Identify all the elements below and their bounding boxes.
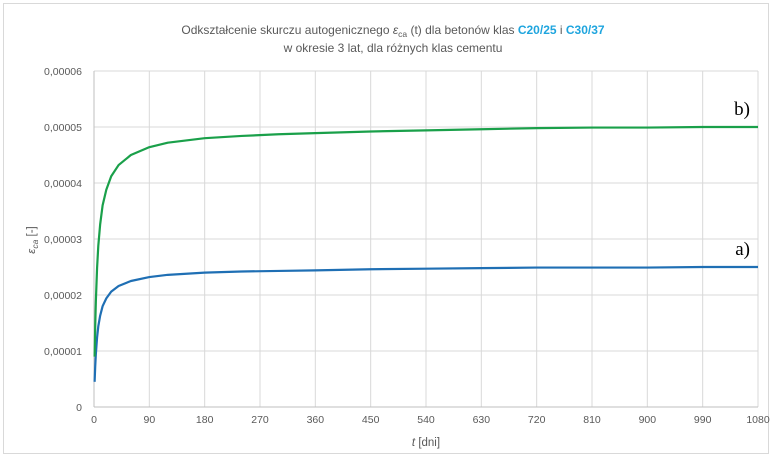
y-tick-label: 0,00001 — [44, 346, 82, 358]
chart-frame — [3, 3, 769, 454]
curve-label-b: b) — [734, 99, 750, 120]
series-line-b — [93, 125, 758, 357]
curve-labels: a) b) — [734, 99, 750, 260]
x-tick-label: 540 — [417, 414, 435, 426]
x-tick-label: 900 — [639, 414, 657, 426]
y-tick-label: 0,00005 — [44, 122, 82, 134]
y-axis-title: εca [-] — [26, 226, 40, 253]
series-lines — [93, 125, 758, 382]
x-tick-label: 360 — [307, 414, 325, 426]
y-tick-label: 0,00006 — [44, 66, 82, 78]
x-tick-label: 0 — [91, 414, 97, 426]
y-tick-label: 0 — [76, 402, 82, 414]
chart-title-line-1: Odkształcenie skurczu autogenicznego εca… — [181, 23, 605, 39]
x-tick-label: 450 — [362, 414, 380, 426]
x-tick-label: 90 — [143, 414, 155, 426]
y-tick-label: 0,00004 — [44, 178, 82, 190]
x-tick-label: 630 — [473, 414, 491, 426]
x-axis-title: t [dni] — [412, 437, 440, 449]
series-line-a — [93, 265, 758, 382]
x-tick-label: 180 — [196, 414, 214, 426]
x-tick-label: 1080 — [746, 414, 770, 426]
x-tick-label: 720 — [528, 414, 546, 426]
concrete-class-1: C20/25 — [518, 23, 557, 37]
y-tick-label: 0,00003 — [44, 234, 82, 246]
curve-label-a: a) — [735, 239, 750, 260]
gridlines — [94, 70, 759, 407]
tick-labels: 0 0,00001 0,00002 0,00003 0,00004 0,00005 0,00… — [44, 66, 770, 426]
x-tick-label: 270 — [251, 414, 269, 426]
x-tick-label: 990 — [694, 414, 712, 426]
concrete-class-2: C30/37 — [566, 23, 605, 37]
x-tick-label: 810 — [583, 414, 601, 426]
chart-title-line-2: w okresie 3 lat, dla różnych klas cement… — [283, 41, 503, 55]
y-tick-label: 0,00002 — [44, 290, 82, 302]
